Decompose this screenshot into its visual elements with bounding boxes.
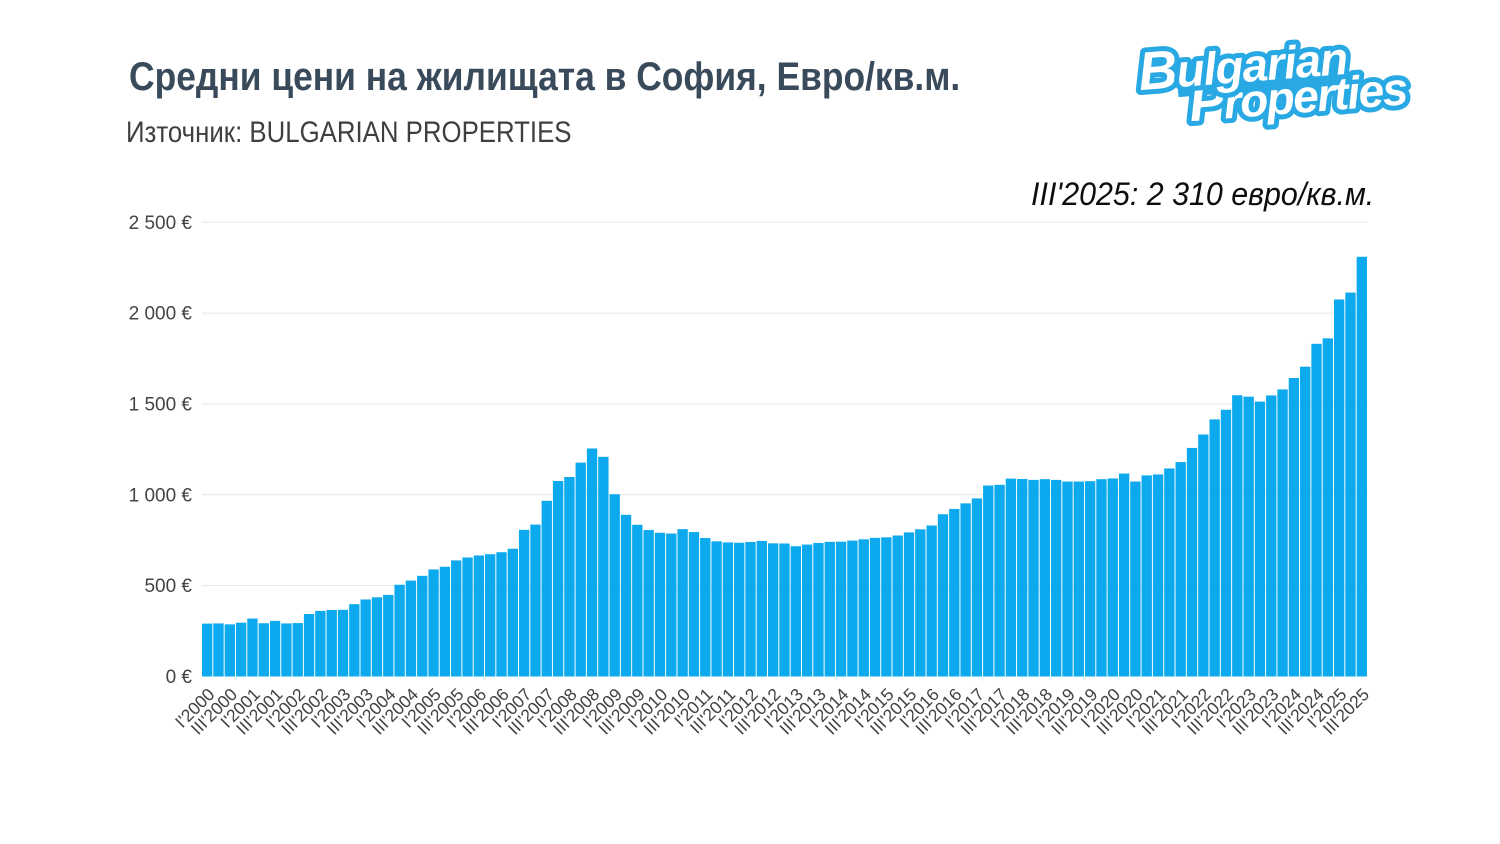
svg-text:0 €: 0 €	[166, 667, 193, 688]
svg-text:2 000 €: 2 000 €	[129, 304, 193, 325]
svg-text:500 €: 500 €	[144, 576, 192, 597]
svg-text:1 500 €: 1 500 €	[129, 394, 193, 415]
svg-text:1 000 €: 1 000 €	[129, 485, 193, 506]
svg-text:2 500 €: 2 500 €	[129, 213, 193, 234]
